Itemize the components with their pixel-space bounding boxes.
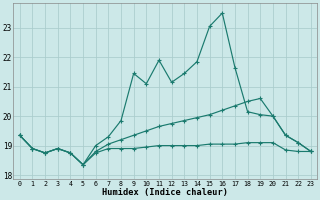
- X-axis label: Humidex (Indice chaleur): Humidex (Indice chaleur): [102, 188, 228, 197]
